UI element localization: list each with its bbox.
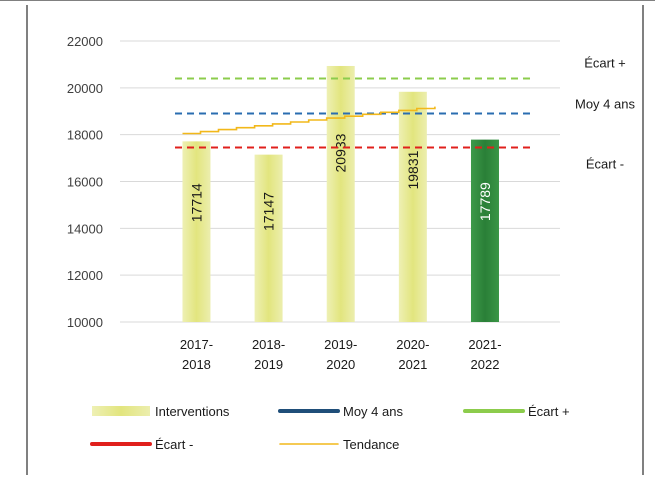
bar [182,141,211,322]
x-tick-label: 2019-2020 [324,337,357,372]
legend: Interventions Moy 4 ans Écart + Écart - Tend… [90,404,570,452]
bar-value-label: 17789 [477,182,493,221]
bar-value-label: 17714 [188,183,204,222]
x-tick-label: 2020-2021 [396,337,429,372]
legend-item: Écart + [463,404,570,419]
bar [470,139,499,322]
legend-label: Écart + [528,404,570,419]
legend-item: Moy 4 ans [278,404,403,419]
trend-line [182,106,436,135]
x-tick-label: 2021-2022 [468,337,501,372]
y-tick-label: 10000 [67,315,103,330]
bar-value-label: 20933 [333,133,349,172]
y-tick-label: 22000 [67,34,103,49]
reference-line-label: Moy 4 ans [575,96,635,111]
bar-value-label: 17147 [261,192,277,231]
y-tick-label: 18000 [67,128,103,143]
reference-lines: Moy 4 ans Écart + Écart - [175,55,635,172]
bar [326,65,355,322]
y-tick-label: 16000 [67,175,103,190]
legend-label: Interventions [155,404,230,419]
bars: 17714 17147 20933 19831 17789 [182,65,499,323]
legend-label: Écart - [155,437,193,452]
bar-value-label: 19831 [405,150,421,189]
legend-item: Interventions [92,404,230,419]
y-tick-label: 20000 [67,81,103,96]
bar [398,91,427,323]
legend-swatch [92,406,150,416]
legend-item: Écart - [90,437,193,452]
y-tick-label: 14000 [67,221,103,236]
bar [254,154,283,322]
x-axis: 2017-2018 2018-2019 2019-2020 2020-2021 2021… [180,337,502,372]
trend-line-group [182,106,436,135]
x-tick-label: 2017-2018 [180,337,213,372]
legend-label: Moy 4 ans [343,404,403,419]
reference-line-label: Écart - [586,157,624,172]
reference-line-label: Écart + [584,55,626,70]
x-tick-label: 2018-2019 [252,337,285,372]
y-axis: 10000 12000 14000 16000 18000 20000 22000 [67,34,103,330]
y-tick-label: 12000 [67,268,103,283]
legend-item: Tendance [279,437,399,452]
legend-label: Tendance [343,437,399,452]
